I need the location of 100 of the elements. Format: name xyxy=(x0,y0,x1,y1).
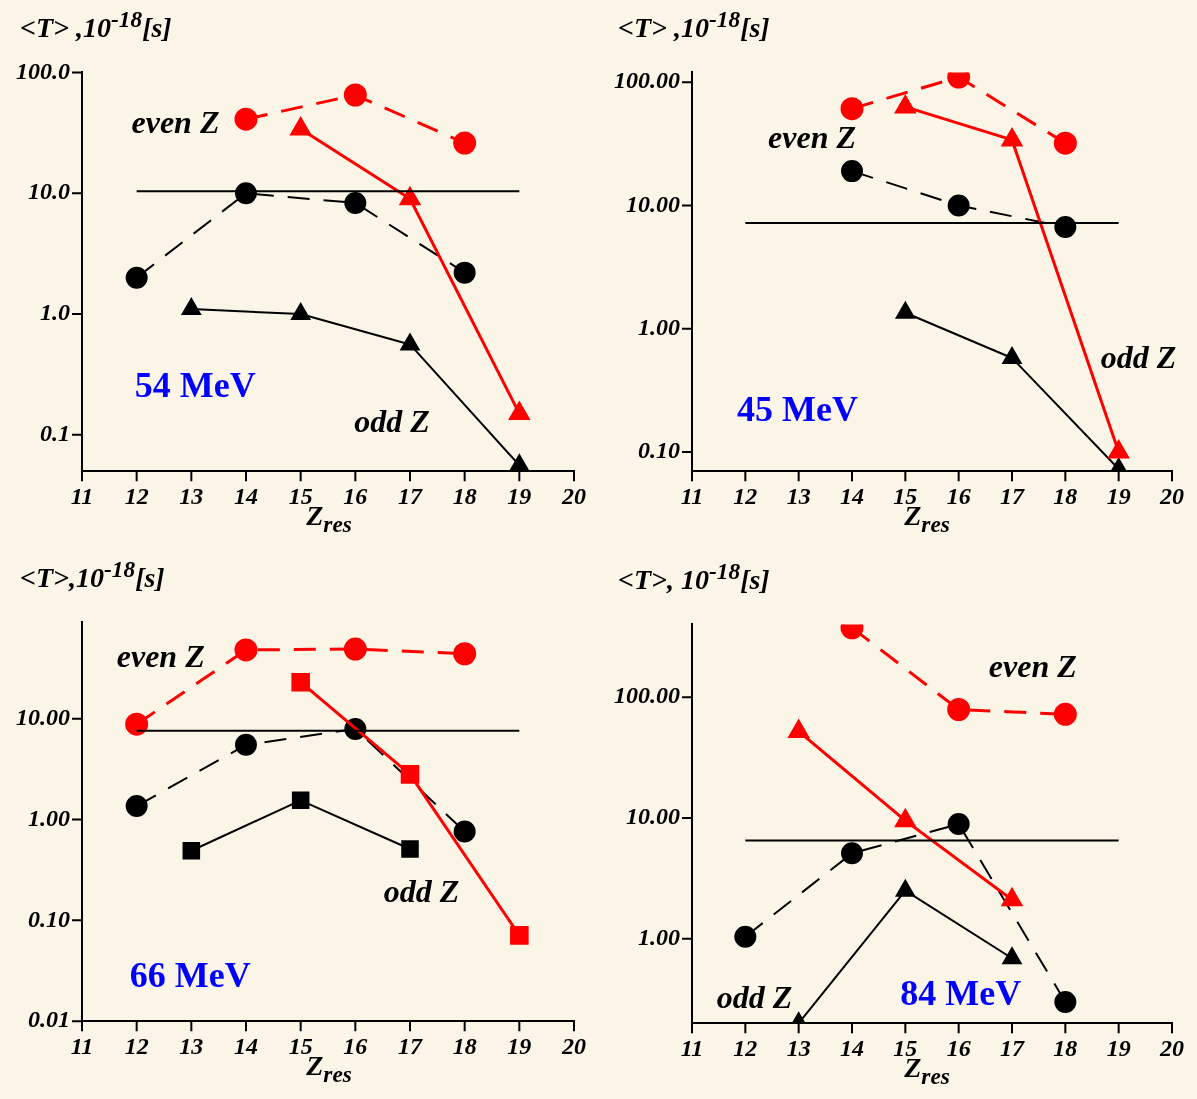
y-tick-label: 1.00 xyxy=(28,804,70,831)
point xyxy=(453,261,476,284)
point xyxy=(400,765,420,784)
point xyxy=(841,160,863,183)
point xyxy=(947,813,970,836)
point xyxy=(453,642,477,666)
point xyxy=(895,809,916,828)
x-tick-label: 18 xyxy=(1053,1034,1078,1061)
x-tick-label: 20 xyxy=(561,482,586,509)
annotation: even Z xyxy=(768,119,856,156)
point xyxy=(344,191,367,214)
point xyxy=(840,97,864,121)
x-tick-label: 19 xyxy=(507,482,532,509)
point xyxy=(125,795,148,818)
x-tick-label: 14 xyxy=(840,1034,864,1061)
x-tick-label: 11 xyxy=(680,482,704,509)
text: 45 MeV xyxy=(737,388,859,429)
y-axis-title: <T> ,10$^{-18}$[s] xyxy=(20,6,172,45)
annotation: even Z xyxy=(988,647,1077,684)
point xyxy=(234,107,258,131)
x-tick-label: 18 xyxy=(452,482,477,509)
point xyxy=(509,402,530,421)
point xyxy=(1053,702,1077,726)
point xyxy=(234,638,258,662)
x-tick-label: 17 xyxy=(398,482,423,509)
x-tick-label: 13 xyxy=(786,482,811,509)
x-tick-label: 17 xyxy=(1000,482,1025,509)
point xyxy=(453,820,476,843)
annotation: even Z xyxy=(116,637,205,674)
y-tick-label: 10.00 xyxy=(626,803,680,830)
annotation: odd Z xyxy=(383,872,460,909)
annotation: odd Z xyxy=(716,978,793,1015)
x-tick-label: 19 xyxy=(1106,482,1131,509)
x-tick-label: 17 xyxy=(1000,1034,1025,1061)
point xyxy=(947,194,970,217)
x-tick-label: 14 xyxy=(840,482,864,509)
point xyxy=(235,182,257,205)
y-tick-label: 100.00 xyxy=(614,67,680,94)
point xyxy=(401,840,419,858)
point xyxy=(125,712,149,736)
x-tick-label: 16 xyxy=(946,482,971,509)
x-tick-label: 11 xyxy=(70,1032,94,1059)
x-tick-label: 20 xyxy=(561,1032,586,1059)
point xyxy=(1054,990,1077,1013)
point xyxy=(895,879,915,897)
x-tick-label: 12 xyxy=(733,1034,758,1061)
x-tick-label: 12 xyxy=(733,482,758,509)
point xyxy=(453,131,477,155)
x-tick-label: 16 xyxy=(343,1032,368,1059)
annotation: even Z xyxy=(131,103,220,140)
point xyxy=(895,301,915,319)
point xyxy=(510,926,529,945)
point xyxy=(235,733,257,756)
x-tick-label: 19 xyxy=(507,1032,532,1059)
annotation: odd Z xyxy=(1100,338,1177,375)
annotation: odd Z xyxy=(354,402,430,439)
x-tick-label: 11 xyxy=(680,1034,704,1061)
y-axis-title: <T> ,10$^{-18}$[s] xyxy=(618,6,770,45)
x-tick-label: 16 xyxy=(946,1034,971,1061)
x-tick-label: 14 xyxy=(234,482,258,509)
x-tick-label: 20 xyxy=(1159,1034,1184,1061)
point xyxy=(343,83,367,107)
y-tick-label: 10.00 xyxy=(626,190,680,217)
y-tick-label: 10.0 xyxy=(28,178,70,205)
y-tick-label: 0.01 xyxy=(28,1006,70,1033)
y-axis-title: <T>,10$^{-18}$[s] xyxy=(20,556,165,595)
y-tick-label: 1.00 xyxy=(638,923,680,950)
point xyxy=(1054,215,1077,238)
y-tick-label: 100.0 xyxy=(16,57,70,84)
x-tick-label: 18 xyxy=(1053,482,1078,509)
point xyxy=(1002,947,1022,965)
x-tick-label: 19 xyxy=(1106,1034,1131,1061)
point xyxy=(343,637,367,661)
x-tick-label: 11 xyxy=(70,482,94,509)
point xyxy=(841,842,863,865)
x-tick-label: 16 xyxy=(343,482,368,509)
point xyxy=(734,925,757,948)
point xyxy=(400,333,420,351)
x-tick-label: 20 xyxy=(1159,482,1184,509)
point xyxy=(509,454,529,472)
point xyxy=(291,672,310,692)
text: 84 MeV xyxy=(900,972,1022,1013)
point xyxy=(291,791,310,810)
text: 54 MeV xyxy=(134,364,256,405)
point xyxy=(1108,440,1129,459)
text: 66 MeV xyxy=(129,954,251,995)
point xyxy=(182,841,201,860)
y-tick-label: 0.10 xyxy=(28,905,70,932)
point xyxy=(181,298,201,316)
y-tick-label: 0.1 xyxy=(40,420,70,447)
point xyxy=(1053,131,1077,155)
point xyxy=(125,266,148,289)
point xyxy=(1002,346,1022,364)
point xyxy=(947,698,971,721)
y-tick-label: 10.00 xyxy=(16,703,70,730)
x-tick-label: 13 xyxy=(786,1034,811,1061)
point xyxy=(399,187,421,206)
x-tick-label: 17 xyxy=(398,1032,423,1059)
x-tick-label: 13 xyxy=(179,1032,204,1059)
x-tick-label: 12 xyxy=(124,1032,149,1059)
